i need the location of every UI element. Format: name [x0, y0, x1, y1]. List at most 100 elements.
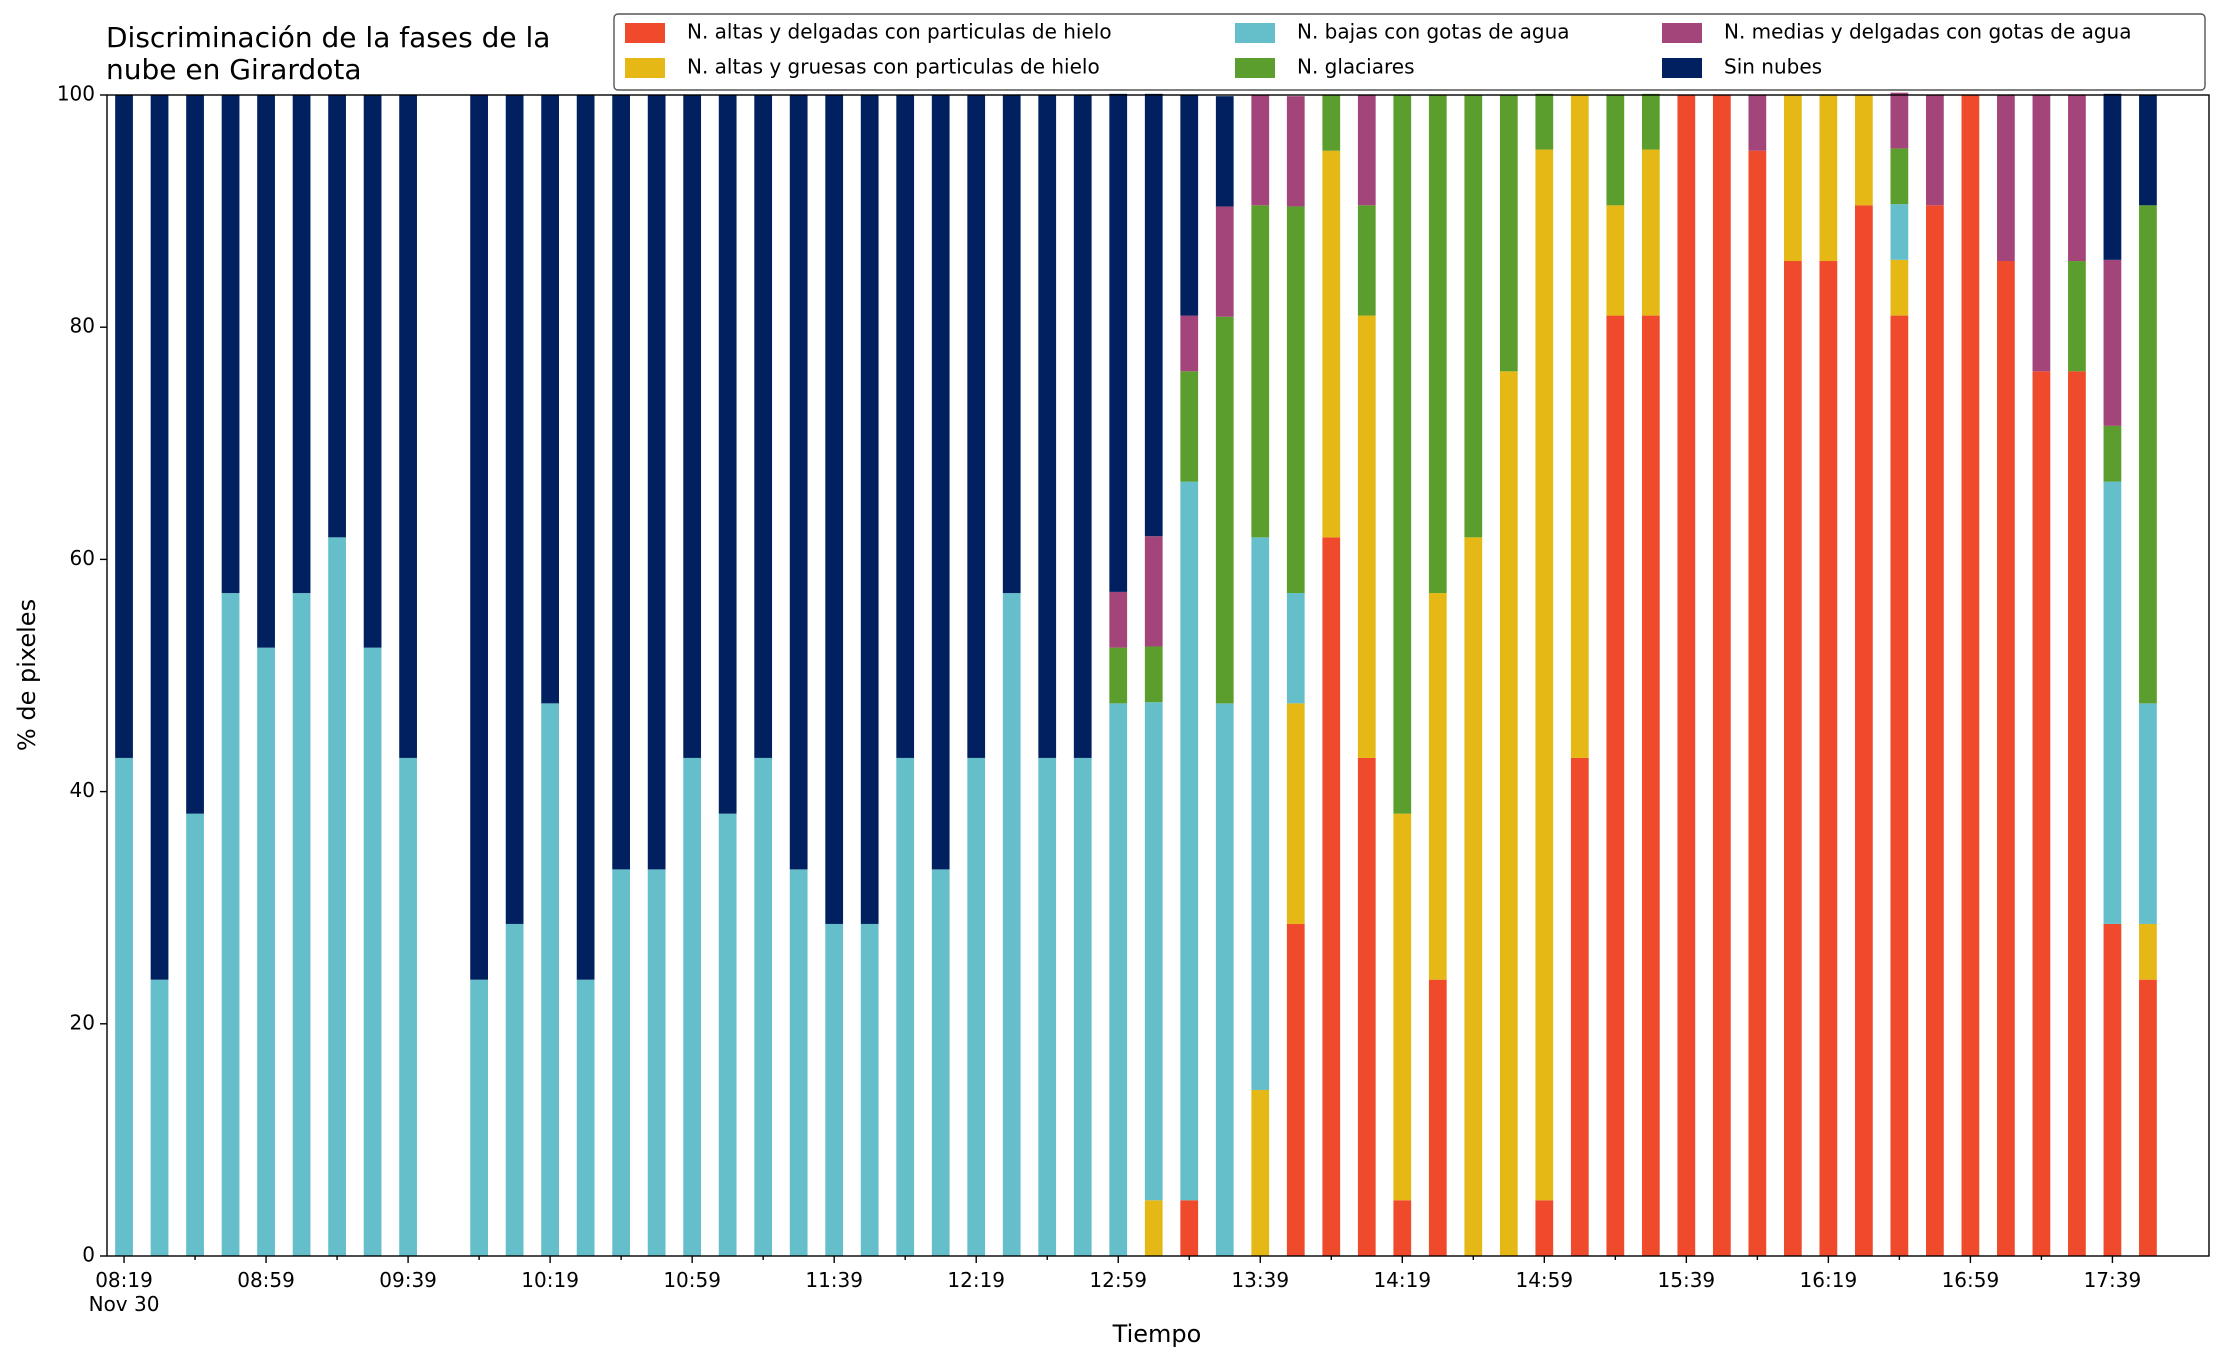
bar-segment [612, 869, 631, 1256]
y-tick-label: 0 [82, 1243, 95, 1267]
bar-segment [1357, 95, 1376, 206]
bar-segment [860, 923, 879, 1256]
bar-segment [1428, 593, 1447, 980]
bar-segment [328, 95, 346, 538]
bar-segment [1322, 95, 1341, 151]
bar-segment [1890, 92, 1909, 149]
bar-segment [1251, 95, 1270, 206]
bar-segment [1464, 95, 1483, 538]
bar-segment [718, 95, 737, 814]
bar-segment [1002, 593, 1021, 1256]
bar-segment [1606, 205, 1625, 316]
bar-segment [2103, 481, 2122, 924]
bar-segment [115, 757, 133, 1256]
legend-swatch [625, 23, 665, 43]
bar-segment [1393, 813, 1412, 1201]
bar-segment [1499, 95, 1518, 372]
bar-segment [825, 923, 844, 1256]
bar-segment [896, 95, 915, 758]
bar-segment [1286, 206, 1305, 594]
chart-title: Discriminación de la fases de la nube en… [106, 21, 551, 86]
y-tick-label: 60 [70, 546, 95, 570]
bar-segment [1677, 95, 1696, 1256]
bar-segment [150, 979, 169, 1256]
bar-segment [1286, 593, 1305, 704]
bar-segment [2139, 703, 2157, 924]
bar-segment [186, 813, 204, 1256]
bar-segment [2103, 259, 2122, 426]
x-tick-label: 09:39 [379, 1268, 437, 1292]
bar-segment [754, 95, 773, 758]
bar-segment [257, 95, 275, 648]
bar-segment [1890, 148, 1909, 205]
bar-segment [541, 703, 560, 1256]
bar-segment [1819, 261, 1838, 1256]
x-tick-label: 12:59 [1089, 1268, 1148, 1292]
bar-segment [115, 95, 133, 758]
bar-segment [1819, 95, 1838, 262]
bar-segment [1890, 204, 1909, 260]
bar-segment [825, 95, 844, 924]
bar-segment [1357, 757, 1376, 1256]
x-tick-label: 10:59 [663, 1268, 721, 1292]
bar-segment [150, 95, 169, 980]
x-tick-label: 14:59 [1515, 1268, 1574, 1292]
bar-segment [647, 95, 666, 870]
legend-label: N. medias y delgadas con gotas de agua [1724, 20, 2132, 44]
y-axis-label: % de pixeles [13, 599, 41, 751]
legend-label: N. altas y gruesas con particulas de hie… [687, 55, 1100, 79]
bar-segment [1144, 536, 1163, 647]
bar-segment [1499, 371, 1518, 1256]
legend-swatch [1235, 58, 1275, 78]
bar-segment [1926, 95, 1944, 206]
x-tick-label: 08:59 [237, 1268, 295, 1292]
bar-segment [1109, 591, 1128, 648]
bar-segment [1890, 259, 1909, 316]
legend-swatch [1662, 23, 1702, 43]
bar-segment [470, 95, 488, 980]
legend-label: Sin nubes [1724, 55, 1822, 79]
legend-label: N. bajas con gotas de agua [1297, 20, 1570, 44]
bar-segment [1926, 205, 1944, 1256]
bar-segment [931, 869, 950, 1256]
bar-segment [1073, 757, 1092, 1256]
bar-segment [2068, 371, 2086, 1256]
legend-label: N. altas y delgadas con particulas de hi… [687, 20, 1112, 44]
bar-segment [221, 593, 240, 1256]
bar-segment [1997, 95, 2015, 262]
bar-segment [186, 95, 204, 814]
bar-segment [1783, 95, 1802, 262]
bar-segment [1748, 95, 1767, 151]
bar-segment [1286, 703, 1305, 924]
bar-segment [967, 757, 986, 1256]
bar-segment [470, 979, 488, 1256]
x-tick-label: 16:19 [1799, 1268, 1858, 1292]
bar-segment [1251, 537, 1270, 1090]
bar-segment [1535, 93, 1554, 150]
bar-segment [1393, 95, 1412, 814]
bar-segment [1535, 1200, 1554, 1256]
plot-frame [106, 94, 2210, 1257]
x-tick-label: 12:19 [947, 1268, 1006, 1292]
bar-segment [612, 95, 631, 870]
bar-segment [505, 95, 524, 924]
bar-segment [1854, 95, 1873, 206]
bar-segment [1606, 315, 1625, 1257]
bar-segment [1322, 537, 1341, 1256]
bar-segment [1251, 205, 1270, 538]
bar-segment [1180, 95, 1199, 316]
legend-box [613, 13, 2206, 91]
bar-segment [1180, 481, 1199, 1201]
bar-segment [2032, 95, 2051, 372]
bar-segment [967, 95, 986, 758]
bar-segment [1641, 149, 1660, 316]
bar-segment [1038, 757, 1057, 1256]
bar-segment [328, 537, 346, 1256]
legend-swatch [1235, 23, 1275, 43]
bar-segment [1641, 93, 1660, 150]
x-tick-label: 10:19 [521, 1268, 579, 1292]
bar-segment [1144, 702, 1163, 1201]
bar-segment [1357, 315, 1376, 758]
bar-segment [1322, 150, 1341, 538]
bar-segment [1748, 150, 1767, 1256]
